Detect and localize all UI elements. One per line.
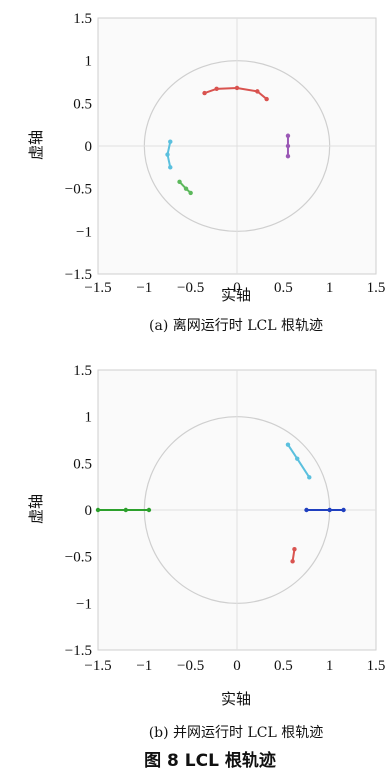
locus-point — [165, 152, 169, 156]
locus-point — [286, 134, 290, 138]
y-tick-label: 1.5 — [73, 363, 92, 379]
caption-b: (b) 并网运行时 LCL 根轨迹 — [149, 725, 324, 741]
locus-point — [124, 508, 128, 512]
x-tick-label: 1.5 — [367, 280, 386, 296]
locus-point — [184, 186, 188, 190]
locus-point — [147, 508, 151, 512]
x-axis-label-b: 实轴 — [221, 690, 251, 708]
y-axis-label-a: 虚轴 — [27, 130, 45, 160]
y-tick-label: 1 — [85, 410, 93, 426]
locus-point — [307, 475, 311, 479]
x-tick-label: 1.5 — [367, 658, 386, 674]
locus-point — [286, 442, 290, 446]
y-axis-label-b: 虚轴 — [27, 494, 45, 524]
x-tick-label: −0.5 — [177, 280, 204, 296]
locus-point — [286, 144, 290, 148]
y-tick-label: −0.5 — [65, 182, 92, 198]
locus-point — [286, 154, 290, 158]
locus-point — [341, 508, 345, 512]
y-tick-label: −1 — [76, 596, 92, 612]
locus-point — [327, 508, 331, 512]
locus-point — [214, 87, 218, 91]
locus-point — [264, 97, 268, 101]
locus-point — [96, 508, 100, 512]
locus-point — [177, 180, 181, 184]
locus-point — [292, 547, 296, 551]
locus-point — [295, 456, 299, 460]
x-tick-label: 0.5 — [274, 280, 293, 296]
x-tick-label: −1.5 — [84, 658, 111, 674]
x-tick-label: 0.5 — [274, 658, 293, 674]
locus-point — [290, 559, 294, 563]
x-tick-label: 1 — [326, 280, 334, 296]
locus-point — [235, 86, 239, 90]
y-tick-label: −1.5 — [65, 267, 92, 283]
x-tick-label: 1 — [326, 658, 334, 674]
x-tick-label: 0 — [233, 658, 241, 674]
y-tick-label: 1 — [85, 54, 93, 70]
caption-a: (a) 离网运行时 LCL 根轨迹 — [149, 317, 323, 334]
x-axis-label-a: 实轴 — [221, 286, 251, 304]
y-tick-label: −0.5 — [65, 550, 92, 566]
x-tick-label: −1 — [136, 658, 152, 674]
figure-caption: 图 8 LCL 根轨迹 — [144, 750, 276, 771]
y-tick-label: 0.5 — [73, 456, 92, 472]
locus-point — [188, 191, 192, 195]
y-tick-label: −1.5 — [65, 643, 92, 659]
y-tick-label: 0.5 — [73, 96, 92, 112]
y-tick-label: 0 — [85, 139, 93, 155]
y-tick-label: 1.5 — [73, 11, 92, 27]
locus-point — [202, 91, 206, 95]
x-tick-label: −0.5 — [177, 658, 204, 674]
y-tick-label: −1 — [76, 224, 92, 240]
locus-point — [304, 508, 308, 512]
y-tick-label: 0 — [85, 503, 93, 519]
locus-point — [168, 165, 172, 169]
x-tick-label: −1 — [136, 280, 152, 296]
locus-point — [168, 140, 172, 144]
locus-point — [255, 89, 259, 93]
